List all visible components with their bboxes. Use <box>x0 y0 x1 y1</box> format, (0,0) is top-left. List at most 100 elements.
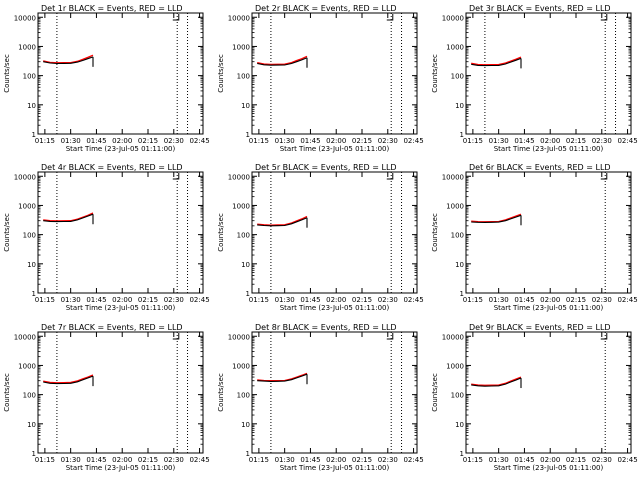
x-tick-label: 02:30 <box>164 456 184 464</box>
y-tick-label: 10 <box>27 421 36 429</box>
x-tick-label: 02:30 <box>592 296 612 304</box>
y-tick-label: 100 <box>23 392 36 400</box>
x-tick-label: 02:15 <box>138 296 158 304</box>
y-tick-label: 100 <box>451 392 464 400</box>
x-tick-label: 01:45 <box>514 296 534 304</box>
y-tick-label: 10 <box>27 261 36 269</box>
y-tick-label: 10 <box>455 261 464 269</box>
y-tick-label: 10 <box>241 421 250 429</box>
panel-title: Det 5r BLACK = Events, RED = LLD <box>255 163 397 172</box>
y-tick-label: 10000 <box>14 173 36 181</box>
x-tick-label: 02:00 <box>326 456 346 464</box>
detector-panel: Det 6r BLACK = Events, RED = LLD 1 10 100 10… <box>431 163 638 312</box>
x-tick-label: 01:30 <box>275 137 295 145</box>
interval-mark <box>600 173 608 180</box>
x-tick-label: 02:15 <box>138 456 158 464</box>
x-tick-label: 02:00 <box>326 296 346 304</box>
events-series-line <box>43 213 94 223</box>
x-axis-label: Start Time (23-Jul-05 01:11:00) <box>280 304 390 312</box>
lld-series-line <box>43 374 94 384</box>
x-tick-label: 01:15 <box>463 456 483 464</box>
interval-mark <box>600 333 608 340</box>
x-tick-label: 01:30 <box>61 456 81 464</box>
x-tick-label: 02:45 <box>403 137 423 145</box>
x-tick-label: 01:45 <box>300 296 320 304</box>
x-tick-label: 02:30 <box>378 456 398 464</box>
x-tick-label: 02:15 <box>138 137 158 145</box>
x-tick-label: 01:30 <box>275 456 295 464</box>
x-axis-label: Start Time (23-Jul-05 01:11:00) <box>494 145 604 153</box>
x-tick-label: 01:15 <box>249 456 269 464</box>
events-series-line <box>471 377 522 387</box>
x-axis-label: Start Time (23-Jul-05 01:11:00) <box>66 145 176 153</box>
events-series-line <box>43 56 94 65</box>
lld-series-line <box>257 55 308 66</box>
panel-title: Det 1r BLACK = Events, RED = LLD <box>41 4 183 13</box>
interval-mark <box>386 333 394 340</box>
events-series-line <box>471 214 522 223</box>
events-series-line <box>257 57 308 66</box>
x-tick-label: 01:45 <box>86 456 106 464</box>
plot-frame <box>465 171 632 294</box>
y-tick-label: 1 <box>32 450 36 458</box>
x-tick-label: 02:00 <box>112 137 132 145</box>
y-tick-label: 10000 <box>442 14 464 22</box>
x-tick-label: 02:15 <box>566 137 586 145</box>
x-tick-label: 02:30 <box>164 137 184 145</box>
interval-mark <box>386 14 394 21</box>
y-tick-label: 10000 <box>442 173 464 181</box>
y-tick-label: 100 <box>237 392 250 400</box>
detector-panel: Det 1r BLACK = Events, RED = LLD 1 10 100 10… <box>3 4 210 153</box>
x-tick-label: 02:45 <box>617 456 637 464</box>
interval-mark <box>172 173 180 180</box>
x-tick-label: 02:45 <box>189 456 209 464</box>
x-tick-label: 02:45 <box>403 296 423 304</box>
x-axis-label: Start Time (23-Jul-05 01:11:00) <box>280 145 390 153</box>
detector-panel: Det 3r BLACK = Events, RED = LLD 1 10 100 10… <box>431 4 638 153</box>
x-axis-label: Start Time (23-Jul-05 01:11:00) <box>280 464 390 472</box>
x-tick-label: 02:45 <box>617 296 637 304</box>
lld-series-line <box>471 213 522 223</box>
x-tick-label: 02:45 <box>403 456 423 464</box>
x-tick-label: 01:15 <box>249 296 269 304</box>
y-axis-label: Counts/sec <box>431 213 439 252</box>
events-series-line <box>43 375 94 385</box>
x-tick-label: 01:30 <box>489 296 509 304</box>
detector-panel: Det 9r BLACK = Events, RED = LLD 1 10 100 10… <box>431 323 638 472</box>
x-tick-label: 02:15 <box>352 456 372 464</box>
y-tick-label: 1000 <box>18 43 36 51</box>
x-tick-label: 01:30 <box>275 296 295 304</box>
x-tick-label: 02:00 <box>540 296 560 304</box>
y-tick-label: 1000 <box>18 362 36 370</box>
y-tick-label: 1 <box>460 290 464 298</box>
panel-title: Det 7r BLACK = Events, RED = LLD <box>41 323 183 332</box>
x-tick-label: 02:15 <box>566 456 586 464</box>
x-tick-label: 02:15 <box>352 296 372 304</box>
lld-series-line <box>43 54 94 64</box>
x-tick-label: 01:30 <box>61 296 81 304</box>
y-tick-label: 1 <box>246 450 250 458</box>
y-tick-label: 1 <box>32 131 36 139</box>
y-tick-label: 1000 <box>232 362 250 370</box>
plot-frame <box>465 12 632 135</box>
y-tick-label: 10000 <box>14 333 36 341</box>
plot-frame <box>37 171 204 294</box>
events-series-line <box>257 373 308 382</box>
detector-panel: Det 8r BLACK = Events, RED = LLD 1 10 100 10… <box>217 323 424 472</box>
plot-frame <box>465 331 632 454</box>
x-tick-label: 02:15 <box>566 296 586 304</box>
x-tick-label: 02:30 <box>592 137 612 145</box>
y-tick-label: 1000 <box>446 43 464 51</box>
detector-panel: Det 7r BLACK = Events, RED = LLD 1 10 100 10… <box>3 323 210 472</box>
x-tick-label: 01:45 <box>514 456 534 464</box>
lld-series-line <box>43 212 94 222</box>
plot-frame <box>251 171 418 294</box>
y-tick-label: 10 <box>27 102 36 110</box>
y-tick-label: 100 <box>237 232 250 240</box>
panel-title: Det 2r BLACK = Events, RED = LLD <box>255 4 397 13</box>
interval-mark <box>600 14 608 21</box>
lld-series-line <box>471 56 522 66</box>
y-tick-label: 1000 <box>232 43 250 51</box>
